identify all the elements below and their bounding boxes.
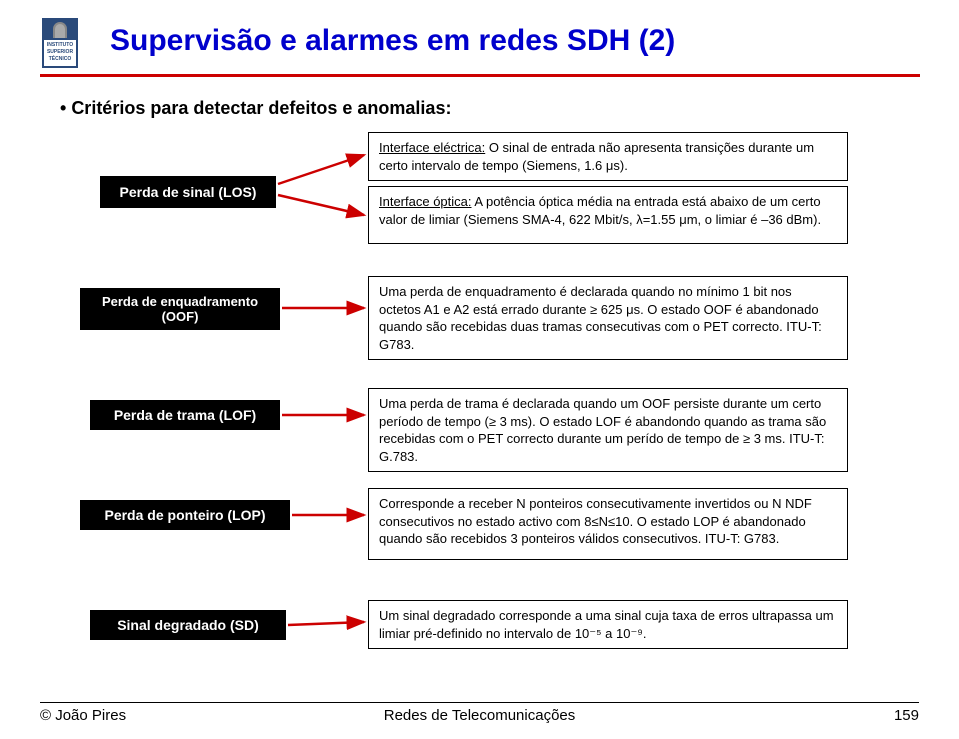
arrow-5	[288, 622, 364, 625]
slide-title: Supervisão e alarmes em redes SDH (2)	[110, 24, 675, 58]
desc-box-oof_d: Uma perda de enquadramento é declarada q…	[368, 276, 848, 360]
logo-line-1: INSTITUTO	[44, 42, 76, 49]
desc-lead-opt: Interface óptica:	[379, 194, 472, 209]
bullet-line: • Critérios para detectar defeitos e ano…	[60, 98, 451, 119]
logo-line-3: TÉCNICO	[44, 56, 76, 63]
logo: INSTITUTO SUPERIOR TÉCNICO	[42, 18, 78, 68]
logo-arch-bg	[44, 20, 76, 40]
desc-box-elec: Interface eléctrica: O sinal de entrada …	[368, 132, 848, 181]
label-box-oof: Perda de enquadramento (OOF)	[80, 288, 280, 330]
title-underline	[40, 74, 920, 77]
desc-box-lop_d: Corresponde a receber N ponteiros consec…	[368, 488, 848, 560]
desc-box-opt: Interface óptica: A potência óptica médi…	[368, 186, 848, 244]
logo-line-2: SUPERIOR	[44, 49, 76, 56]
desc-box-sd_d: Um sinal degradado corresponde a uma sin…	[368, 600, 848, 649]
arrow-0	[278, 155, 364, 184]
bullet-dot: •	[60, 98, 71, 118]
logo-arch	[53, 22, 67, 38]
footer-author: © João Pires	[40, 707, 126, 724]
label-box-los: Perda de sinal (LOS)	[100, 176, 276, 208]
footer: © João Pires Redes de Telecomunicações 1…	[40, 702, 919, 724]
footer-title: Redes de Telecomunicações	[384, 707, 576, 724]
desc-lead-elec: Interface eléctrica:	[379, 140, 485, 155]
desc-box-lof_d: Uma perda de trama é declarada quando um…	[368, 388, 848, 472]
arrow-1	[278, 195, 364, 215]
footer-page: 159	[894, 707, 919, 724]
label-box-lop: Perda de ponteiro (LOP)	[80, 500, 290, 530]
bullet-text: Critérios para detectar defeitos e anoma…	[71, 98, 451, 118]
label-box-sd: Sinal degradado (SD)	[90, 610, 286, 640]
logo-text: INSTITUTO SUPERIOR TÉCNICO	[44, 40, 76, 63]
label-box-lof: Perda de trama (LOF)	[90, 400, 280, 430]
